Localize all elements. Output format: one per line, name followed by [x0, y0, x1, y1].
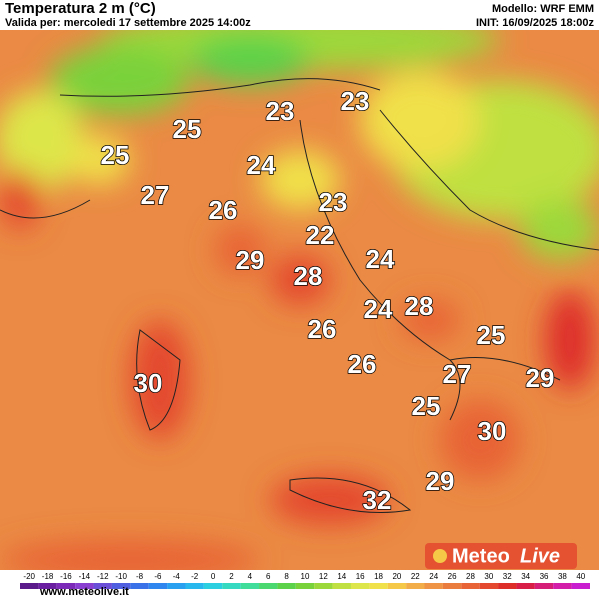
colorbar-tick-label: -14	[79, 572, 91, 581]
init-label: INIT: 16/09/2025 18:00z	[476, 17, 595, 29]
colorbar-segment	[56, 583, 76, 589]
colorbar-segment	[130, 583, 149, 589]
colorbar-segment	[277, 583, 296, 589]
colorbar-segment	[295, 583, 315, 589]
colorbar-segment	[111, 583, 131, 589]
city-temperature: 25	[101, 140, 130, 170]
colorbar-segment	[20, 583, 39, 589]
colorbar-segment	[314, 583, 333, 589]
map-title: Temperatura 2 m (°C)	[5, 0, 156, 17]
colorbar-segment	[350, 583, 370, 589]
colorbar-tick-label: -16	[60, 572, 72, 581]
logo: Meteo Live	[425, 543, 577, 569]
colorbar-segment	[38, 583, 57, 589]
colorbar-segment	[332, 583, 351, 589]
colorbar-tick-label: 30	[484, 572, 493, 581]
logo-right: Live	[520, 545, 560, 567]
city-temperature: 25	[173, 114, 202, 144]
colorbar-segment	[203, 583, 223, 589]
colorbar-tick-label: 8	[284, 572, 289, 581]
colorbar-tick-label: 36	[540, 572, 549, 581]
colorbar-tick-label: 24	[429, 572, 438, 581]
city-temperature: 23	[319, 187, 348, 217]
colorbar-tick-label: -20	[23, 572, 35, 581]
city-temperature: 22	[306, 220, 335, 250]
colorbar-segment	[553, 583, 572, 589]
colorbar-tick-label: 0	[211, 572, 216, 581]
city-temperature: 29	[426, 466, 455, 496]
colorbar-tick-label: 18	[374, 572, 383, 581]
city-temperature: 25	[412, 391, 441, 421]
city-temperature: 26	[308, 314, 337, 344]
colorbar-segment	[167, 583, 186, 589]
city-temperature: 27	[443, 359, 472, 389]
city-temperature: 25	[477, 320, 506, 350]
map-subtitle: Valida per: mercoledi 17 settembre 2025 …	[5, 17, 251, 29]
logo-left: Meteo	[452, 545, 510, 567]
colorbar-segment	[479, 583, 499, 589]
colorbar-segment	[185, 583, 204, 589]
colorbar-segment	[442, 583, 462, 589]
colorbar-segment	[369, 583, 388, 589]
colorbar-tick-label: -18	[42, 572, 54, 581]
colorbar-tick-label: 32	[503, 572, 512, 581]
city-temperature: 24	[366, 244, 395, 274]
colorbar-tick-label: 26	[448, 572, 457, 581]
header-bar	[0, 0, 599, 30]
city-temperature: 30	[478, 416, 507, 446]
colorbar-segment	[516, 583, 535, 589]
colorbar-segment	[406, 583, 425, 589]
colorbar-tick-label: 28	[466, 572, 475, 581]
city-temperature: 27	[141, 180, 170, 210]
colorbar-tick-label: 16	[356, 572, 365, 581]
colorbar-tick-label: 4	[248, 572, 253, 581]
colorbar-segment	[498, 583, 517, 589]
colorbar-segment	[534, 583, 554, 589]
colorbar-segment	[424, 583, 443, 589]
colorbar-segment	[93, 583, 112, 589]
footer-url: www.meteolive.it	[39, 586, 129, 597]
colorbar-segment	[461, 583, 480, 589]
colorbar-tick-label: 2	[229, 572, 234, 581]
city-temperature: 28	[294, 261, 323, 291]
colorbar-segment	[387, 583, 407, 589]
city-temperature: 29	[236, 245, 265, 275]
city-temperature: 29	[526, 363, 555, 393]
city-temperature: 30	[134, 368, 163, 398]
colorbar-tick-label: -4	[173, 572, 181, 581]
temperature-field	[0, 10, 599, 580]
colorbar-tick-label: -12	[97, 572, 109, 581]
colorbar-segment	[240, 583, 260, 589]
city-temperature: 24	[247, 150, 276, 180]
model-label: Modello: WRF EMM	[492, 3, 594, 15]
colorbar-tick-label: 6	[266, 572, 271, 581]
colorbar-tick-label: 40	[576, 572, 585, 581]
colorbar-tick-label: 14	[337, 572, 346, 581]
city-temperature: 28	[405, 291, 434, 321]
colorbar-tick-label: 20	[392, 572, 401, 581]
colorbar-tick-label: -8	[136, 572, 144, 581]
colorbar-tick-label: 22	[411, 572, 420, 581]
city-temperature: 26	[348, 349, 377, 379]
colorbar-segment	[259, 583, 278, 589]
colorbar-segment	[571, 583, 590, 589]
colorbar-tick-label: -2	[191, 572, 199, 581]
city-temperature: 23	[341, 86, 370, 116]
city-temperature: 26	[209, 195, 238, 225]
colorbar-segment	[148, 583, 168, 589]
colorbar-tick-label: 10	[301, 572, 310, 581]
colorbar-tick-label: -6	[154, 572, 162, 581]
colorbar-tick-label: 34	[521, 572, 530, 581]
colorbar-tick-label: 38	[558, 572, 567, 581]
colorbar-segment	[222, 583, 241, 589]
city-temperature: 24	[364, 294, 393, 324]
city-temperature: 32	[363, 485, 392, 515]
colorbar-segment	[75, 583, 94, 589]
city-temperature: 23	[266, 96, 295, 126]
colorbar-tick-label: 12	[319, 572, 328, 581]
colorbar-tick-label: -10	[115, 572, 127, 581]
